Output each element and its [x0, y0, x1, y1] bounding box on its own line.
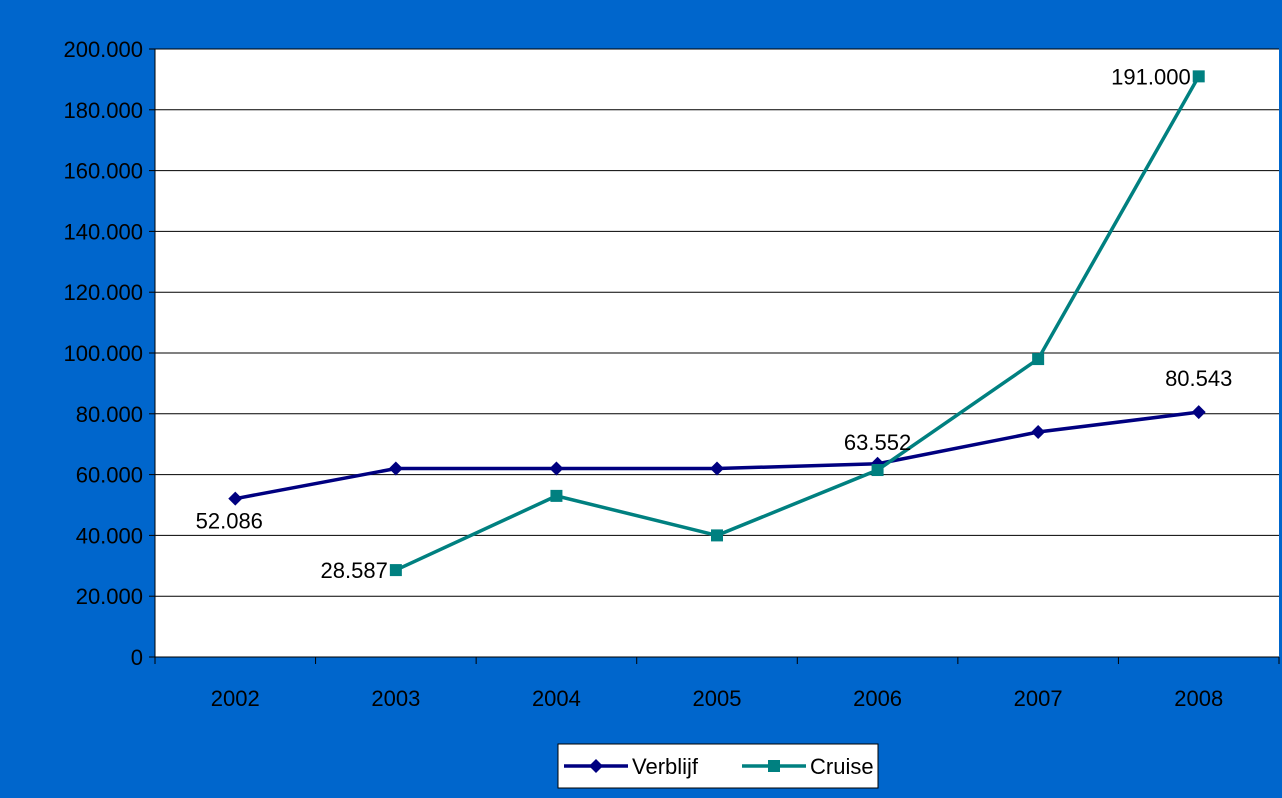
y-tick-label: 20.000	[76, 584, 143, 609]
axes: 0 20.000 40.000 60.000 80.000 100.000 120.000 1…	[63, 37, 1280, 711]
y-tick-label: 160.000	[63, 159, 143, 184]
series-verblijf	[228, 405, 1206, 506]
data-labels: 52.086 63.552 80.543 28.587 191.000	[196, 64, 1233, 583]
legend-item-verblijf: Verblijf	[564, 754, 699, 779]
legend-marker-cruise	[768, 760, 780, 772]
legend-label-verblijf: Verblijf	[632, 754, 699, 779]
data-label: 28.587	[321, 558, 388, 583]
data-point-cruise	[389, 564, 402, 577]
legend-label-cruise: Cruise	[810, 754, 874, 779]
x-tick-label: 2002	[211, 686, 260, 711]
series-line-cruise	[395, 75, 1201, 572]
data-label: 52.086	[196, 509, 263, 534]
y-tick-label: 180.000	[63, 98, 143, 123]
y-tick-label: 0	[131, 645, 143, 670]
y-tick-label: 140.000	[63, 219, 143, 244]
data-point-cruise	[1192, 70, 1205, 83]
y-tick-label: 80.000	[76, 402, 143, 427]
y-tick-label: 120.000	[63, 280, 143, 305]
series	[228, 70, 1206, 577]
x-tick-label: 2008	[1174, 686, 1223, 711]
y-tick-label: 60.000	[76, 463, 143, 488]
data-point-verblijf	[1191, 405, 1206, 420]
data-label: 63.552	[844, 430, 911, 455]
x-tick-label: 2005	[693, 686, 742, 711]
data-point-cruise	[1032, 353, 1045, 366]
data-point-cruise	[711, 529, 723, 542]
x-tick-label: 2004	[532, 686, 581, 711]
x-tick-label: 2003	[371, 686, 420, 711]
data-point-cruise	[871, 464, 884, 477]
legend-box	[557, 743, 879, 789]
legend-marker-verblijf	[589, 759, 603, 773]
y-tick-label: 40.000	[76, 523, 143, 548]
legend: Verblijf Cruise	[557, 743, 879, 789]
data-point-verblijf	[228, 491, 243, 506]
x-tick-label: 2007	[1014, 686, 1063, 711]
x-tick-label: 2006	[853, 686, 902, 711]
data-point-cruise	[550, 489, 563, 502]
series-cruise	[389, 70, 1205, 577]
data-point-verblijf	[1031, 425, 1046, 440]
data-point-verblijf	[549, 461, 564, 476]
data-label: 191.000	[1111, 64, 1191, 89]
y-tick-label: 100.000	[63, 341, 143, 366]
data-point-verblijf	[388, 461, 403, 476]
legend-item-cruise: Cruise	[742, 754, 874, 779]
data-label: 80.543	[1165, 366, 1232, 391]
data-point-verblijf	[710, 461, 724, 476]
y-tick-label: 200.000	[63, 37, 143, 62]
